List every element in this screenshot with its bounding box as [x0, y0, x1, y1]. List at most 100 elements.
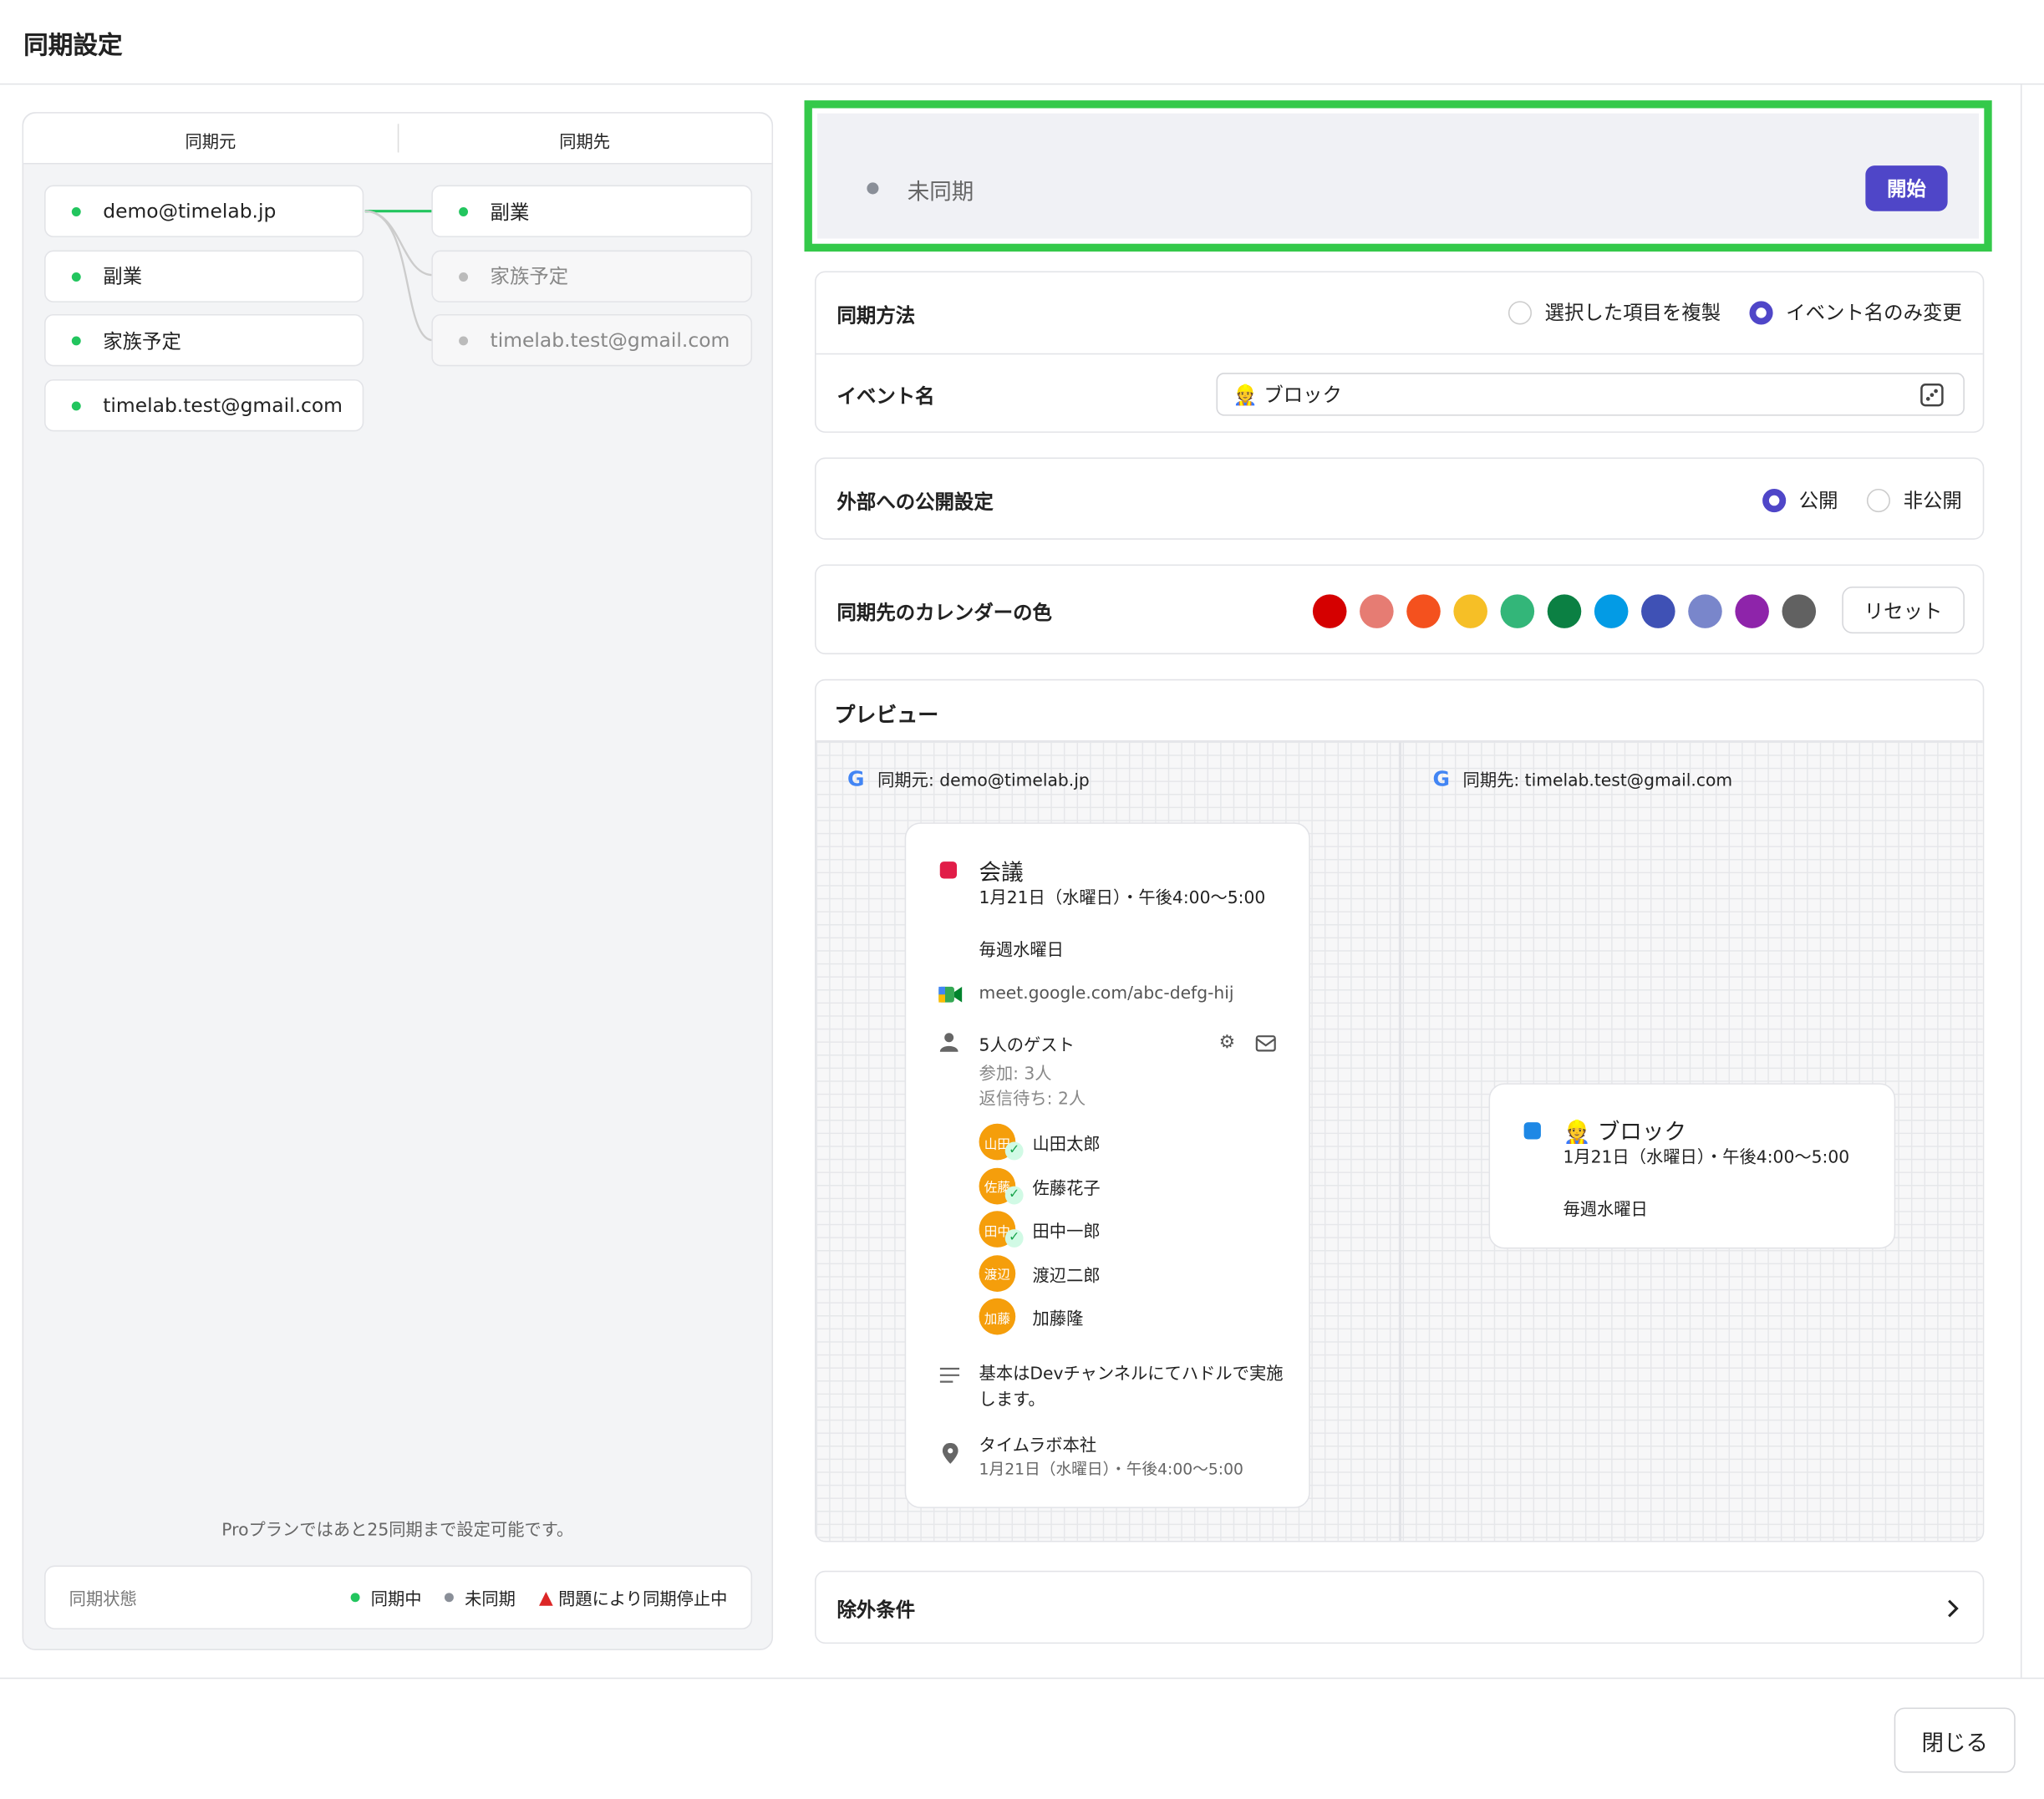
- guest-count: 5人のゲスト: [979, 1036, 1075, 1056]
- source-item[interactable]: 家族予定: [44, 313, 364, 367]
- event-name-input[interactable]: 👷 ブロック: [1216, 373, 1965, 416]
- source-name: 副業: [103, 264, 143, 288]
- radio-group: 選択した項目を複製 イベント名のみ変更: [1480, 298, 1962, 326]
- column: 同期先: [559, 133, 611, 153]
- status-bar: 未同期 開始: [817, 113, 1980, 239]
- location-icon: [942, 1442, 958, 1464]
- source-event: 会議 1月21日（水曜日）・午後4:00〜5:00 毎週水曜日 meet.goo…: [904, 822, 1310, 1508]
- footer-divider: [0, 1677, 2044, 1680]
- status-dot: [71, 336, 81, 346]
- scrollbar: [2021, 84, 2022, 1678]
- label: イベント名: [836, 384, 935, 409]
- label: 同期先: timelab.test@gmail.com: [1462, 771, 1733, 791]
- attending: 参加: 3人: [979, 1065, 1052, 1085]
- color-swatch[interactable]: [1641, 594, 1675, 628]
- legend-text: 問題により同期停止中: [558, 1590, 728, 1610]
- source-name: timelab.test@gmail.com: [103, 393, 343, 417]
- sync-settings: 同期方法 選択した項目を複製 イベント名のみ変更 イベント名 👷 ブロック: [814, 271, 1985, 433]
- guest-name: 田中一郎: [1032, 1222, 1101, 1243]
- avatar: 加藤: [979, 1298, 1016, 1335]
- radio-label: 非公開: [1903, 489, 1962, 513]
- event-time: 1月21日（水曜日）・午後4:00〜5:00: [979, 888, 1266, 909]
- radio[interactable]: [1749, 300, 1773, 324]
- divider: [816, 353, 1983, 355]
- radio-group: 公開 非公開: [1734, 486, 1962, 514]
- legend-label: 同期状態: [69, 1590, 137, 1610]
- settings-icon: ⚙: [1218, 1032, 1236, 1054]
- status-text: 未同期: [907, 180, 974, 206]
- radio-label: 公開: [1798, 489, 1838, 513]
- accepted-badge: ✓: [1004, 1185, 1024, 1204]
- exclusion[interactable]: 除外条件: [814, 1570, 1985, 1644]
- color-swatch[interactable]: [1312, 594, 1347, 628]
- divider: [1398, 741, 1401, 1541]
- event-color: [939, 861, 958, 879]
- label: 除外条件: [836, 1598, 916, 1622]
- color-swatch[interactable]: [1688, 594, 1722, 628]
- highlight: 未同期 開始: [804, 100, 1992, 252]
- guest-list: 山田 ✓ 山田太郎 佐藤 ✓ 佐藤花子 田中 ✓ 田中一郎 渡辺 渡辺二郎 加藤 加藤隆: [979, 1123, 1279, 1345]
- color-swatch[interactable]: [1500, 594, 1535, 628]
- status-dot: [459, 336, 469, 346]
- note: Proプランではあと25同期まで設定可能です。: [221, 1521, 574, 1541]
- google-icon: G: [1432, 766, 1450, 791]
- google-icon: G: [847, 766, 865, 791]
- warning-icon: ▲: [539, 1587, 553, 1608]
- status-dot: [71, 207, 81, 216]
- legend-dot: [445, 1593, 455, 1603]
- source-item[interactable]: demo@timelab.jp: [44, 185, 364, 237]
- color-swatch[interactable]: [1547, 594, 1582, 628]
- color-swatch[interactable]: [1453, 594, 1487, 628]
- reset-button[interactable]: リセット: [1842, 587, 1965, 634]
- target-name: timelab.test@gmail.com: [490, 328, 730, 353]
- sync-panel: 同期元 同期先 Proプランではあと25同期まで設定可能です。 同期状態 同期中…: [22, 112, 774, 1650]
- event-time: 1月21日（水曜日）・午後4:00〜5:00: [1563, 1148, 1850, 1168]
- guest-name: 加藤隆: [1032, 1309, 1084, 1330]
- connector: [364, 210, 433, 277]
- target-item[interactable]: timelab.test@gmail.com: [431, 313, 753, 367]
- close-button[interactable]: 閉じる: [1894, 1707, 2016, 1773]
- meet-icon: [938, 986, 963, 1003]
- color-swatch[interactable]: [1406, 594, 1441, 628]
- person-icon: [939, 1033, 958, 1052]
- status-dot: [459, 207, 469, 216]
- legend-text: 同期中: [370, 1590, 422, 1610]
- radio[interactable]: [1866, 488, 1890, 512]
- radio[interactable]: [1508, 300, 1532, 324]
- input-value: 👷 ブロック: [1233, 383, 1342, 407]
- visibility: 外部への公開設定 公開 非公開: [814, 457, 1985, 540]
- target-item[interactable]: 家族予定: [431, 249, 753, 302]
- connector: [364, 210, 434, 342]
- label: 同期方法: [836, 303, 916, 328]
- recurrence: 毎週水曜日: [979, 941, 1064, 961]
- color-swatch[interactable]: [1360, 594, 1394, 628]
- guest-name: 佐藤花子: [1032, 1179, 1101, 1199]
- start-button[interactable]: 開始: [1865, 165, 1948, 211]
- target-item[interactable]: 副業: [431, 185, 753, 237]
- status-dot: [71, 272, 81, 282]
- source-label: G 同期元: demo@timelab.jp: [847, 766, 1090, 791]
- source-item[interactable]: timelab.test@gmail.com: [44, 379, 364, 431]
- location-time: 1月21日（水曜日）・午後4:00〜5:00: [979, 1460, 1243, 1479]
- color-swatch[interactable]: [1782, 594, 1817, 628]
- location: タイムラボ本社: [979, 1436, 1097, 1456]
- meet-link[interactable]: meet.google.com/abc-defg-hij: [979, 983, 1234, 1004]
- divider: [397, 124, 399, 153]
- guest-name: 渡辺二郎: [1032, 1266, 1101, 1286]
- calendar-color: 同期先のカレンダーの色 リセット: [814, 564, 1985, 655]
- radio-label: イベント名のみ変更: [1786, 301, 1962, 325]
- preview-canvas: G 同期元: demo@timelab.jp G 同期先: timelab.test…: [816, 740, 1983, 1541]
- label: 同期元: demo@timelab.jp: [877, 771, 1090, 791]
- event-color: [1523, 1122, 1541, 1140]
- legend-dot: [351, 1593, 361, 1603]
- color-swatch[interactable]: [1735, 594, 1769, 628]
- mail-icon: [1255, 1035, 1276, 1052]
- radio[interactable]: [1762, 488, 1787, 512]
- color-swatch[interactable]: [1594, 594, 1629, 628]
- dice-icon[interactable]: [1919, 382, 1945, 408]
- status-dot: [459, 272, 469, 282]
- source-item[interactable]: 副業: [44, 249, 364, 302]
- pending: 返信待ち: 2人: [979, 1090, 1086, 1110]
